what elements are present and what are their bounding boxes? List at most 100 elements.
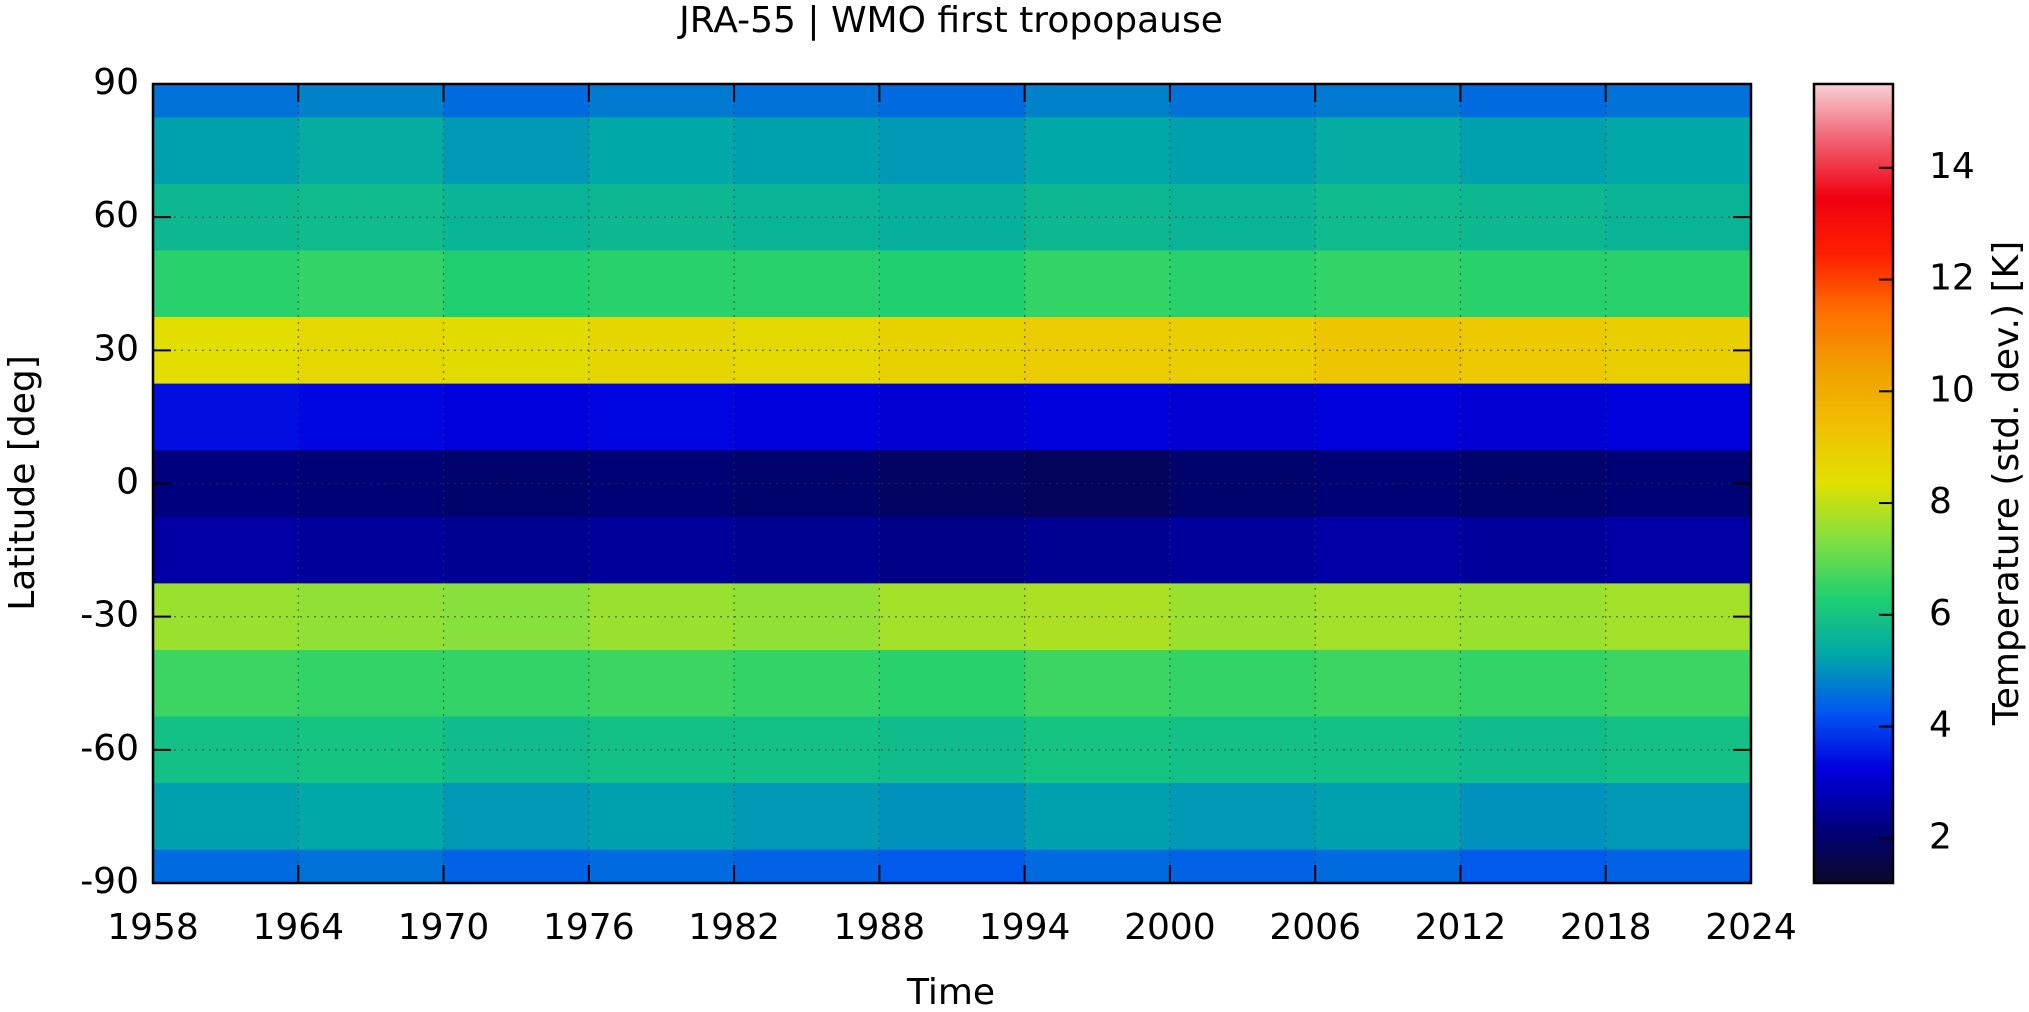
- heatmap-cell: [1460, 516, 1607, 584]
- heatmap-cell: [734, 716, 880, 784]
- heatmap-cell: [734, 649, 880, 718]
- heatmap-cell: [588, 183, 735, 251]
- heatmap-cell: [153, 516, 299, 584]
- heatmap-cell: [1024, 516, 1171, 584]
- heatmap-cell: [1605, 317, 1751, 385]
- heatmap-cell: [153, 84, 299, 118]
- heatmap-cell: [153, 383, 299, 451]
- colorbar: [1812, 82, 1895, 885]
- heatmap-cell: [298, 516, 445, 584]
- heatmap-cell: [153, 117, 299, 185]
- heatmap-cell: [1169, 583, 1316, 651]
- colorbar-tick-label: 4: [1929, 705, 1952, 746]
- heatmap-cell: [153, 783, 299, 851]
- heatmap-cell: [1024, 583, 1171, 651]
- heatmap-cell: [1605, 783, 1751, 851]
- heatmap-cell: [443, 649, 590, 718]
- y-tick-label: -30: [80, 595, 139, 636]
- x-tick-label: 1982: [688, 907, 780, 948]
- y-tick-label: 60: [93, 195, 139, 236]
- heatmap-cell: [879, 383, 1026, 451]
- heatmap-cell: [443, 450, 590, 518]
- x-tick-label: 2012: [1415, 907, 1507, 948]
- x-tick-label: 1964: [252, 907, 344, 948]
- y-axis-label: Latitude [deg]: [2, 355, 43, 611]
- heatmap-cell: [588, 117, 735, 185]
- heatmap-cell: [1024, 183, 1171, 251]
- heatmap-cell: [1605, 183, 1751, 251]
- heatmap-cell: [443, 716, 590, 784]
- heatmap-cell: [1024, 117, 1171, 185]
- heatmap-cell: [443, 84, 590, 118]
- heatmap-cell: [588, 649, 735, 718]
- heatmap-cell: [443, 516, 590, 584]
- heatmap-cell: [734, 849, 880, 883]
- heatmap-cell: [1024, 450, 1171, 518]
- heatmap-cell: [1169, 84, 1316, 118]
- heatmap-cell: [1315, 516, 1461, 584]
- heatmap-cell: [1024, 849, 1171, 883]
- heatmap-cell: [153, 649, 299, 718]
- y-tick-label: -60: [80, 728, 139, 769]
- heatmap-cell: [734, 84, 880, 118]
- x-tick-label: 2006: [1269, 907, 1361, 948]
- heatmap-cell: [153, 450, 299, 518]
- heatmap-cell: [298, 84, 445, 118]
- heatmap-cell: [734, 583, 880, 651]
- heatmap-cell: [1024, 317, 1171, 385]
- heatmap-cell: [443, 583, 590, 651]
- x-tick-label: 1958: [107, 907, 199, 948]
- x-tick-label: 2018: [1560, 907, 1652, 948]
- heatmap-cell: [443, 250, 590, 318]
- heatmap-cell: [734, 183, 880, 251]
- heatmap-cell: [1605, 117, 1751, 185]
- heatmap-cell: [879, 117, 1026, 185]
- x-tick-label: 1970: [398, 907, 490, 948]
- heatmap-cell: [588, 383, 735, 451]
- heatmap-cell: [1315, 250, 1461, 318]
- heatmap-cell: [1169, 783, 1316, 851]
- heatmap-cell: [153, 317, 299, 385]
- heatmap-cell: [1605, 84, 1751, 118]
- heatmap-cell: [1024, 716, 1171, 784]
- heatmap-cell: [1605, 450, 1751, 518]
- heatmap-cell: [588, 450, 735, 518]
- heatmap-cell: [443, 117, 590, 185]
- heatmap-cell: [588, 716, 735, 784]
- heatmap-cell: [1460, 649, 1607, 718]
- heatmap-cell: [153, 849, 299, 883]
- heatmap-cell: [153, 583, 299, 651]
- colorbar-tick-label: 8: [1929, 481, 1952, 522]
- heatmap-cell: [1169, 250, 1316, 318]
- heatmap-cell: [153, 250, 299, 318]
- y-tick-label: 30: [93, 328, 139, 369]
- heatmap-cell: [1169, 317, 1316, 385]
- chart-title: JRA-55 | WMO first tropopause: [677, 0, 1223, 41]
- colorbar-tick-label: 2: [1929, 816, 1952, 857]
- y-tick-label: 90: [93, 62, 139, 103]
- heatmap-cell: [1605, 250, 1751, 318]
- heatmap-cell: [734, 783, 880, 851]
- heatmap-cell: [734, 117, 880, 185]
- heatmap-cell: [1169, 383, 1316, 451]
- heatmap-cell: [734, 450, 880, 518]
- heatmap-cell: [1315, 583, 1461, 651]
- heatmap-cell: [1024, 84, 1171, 118]
- colorbar-tick-label: 14: [1929, 146, 1975, 187]
- heatmap-cell: [879, 783, 1026, 851]
- heatmap-cell: [734, 250, 880, 318]
- heatmap-cell: [443, 783, 590, 851]
- heatmap-cell: [443, 317, 590, 385]
- y-tick-label: -90: [80, 861, 139, 902]
- heatmap-cell: [1460, 84, 1607, 118]
- heatmap-cell: [879, 516, 1026, 584]
- heatmap-cell: [1605, 716, 1751, 784]
- heatmap-cell: [1315, 183, 1461, 251]
- heatmap-cell: [588, 250, 735, 318]
- heatmap-cell: [588, 317, 735, 385]
- heatmap-cell: [588, 783, 735, 851]
- heatmap-cell: [153, 183, 299, 251]
- x-axis-label: Time: [906, 972, 995, 1012]
- heatmap-cell: [1460, 117, 1607, 185]
